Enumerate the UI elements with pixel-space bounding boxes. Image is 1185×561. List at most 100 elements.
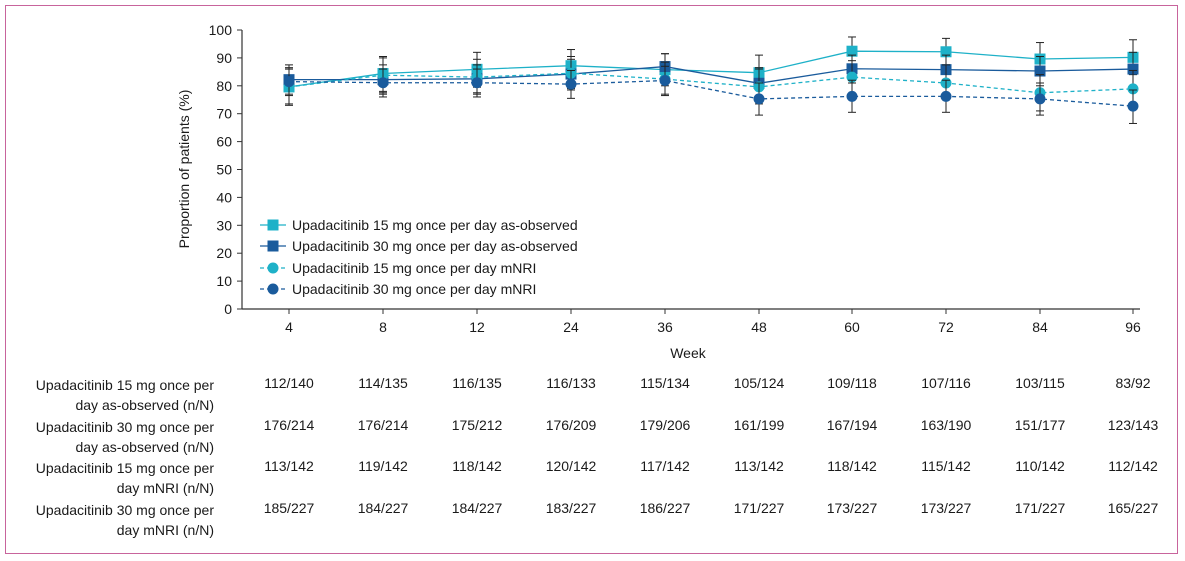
table-row-label: Upadacitinib 30 mg once per day mNRI (n/N… xyxy=(22,500,214,540)
row-label-line-2: day as-observed (n/N) xyxy=(75,439,214,455)
table-cell: 176/214 xyxy=(263,417,315,433)
row-label-line-2: day as-observed (n/N) xyxy=(75,397,214,413)
row-label-line-2: day mNRI (n/N) xyxy=(116,480,214,496)
x-tick-label: 36 xyxy=(657,319,673,335)
legend-marker xyxy=(267,219,279,231)
series-2 xyxy=(283,51,1139,99)
x-tick-label: 60 xyxy=(844,319,860,335)
table-cell: 109/118 xyxy=(827,375,877,391)
table-cell: 115/142 xyxy=(921,458,971,474)
table-cell: 113/142 xyxy=(264,458,314,474)
data-point xyxy=(753,93,765,105)
x-tick-label: 24 xyxy=(563,319,579,335)
table-cell: 179/206 xyxy=(639,417,691,433)
series-3 xyxy=(283,56,1139,112)
x-tick-label: 72 xyxy=(938,319,954,335)
y-tick-label: 20 xyxy=(216,245,232,261)
table-cell: 184/227 xyxy=(357,500,409,516)
data-point xyxy=(1034,93,1046,105)
table-cell: 116/135 xyxy=(452,375,502,391)
data-point xyxy=(283,76,295,88)
x-tick-label: 48 xyxy=(751,319,767,335)
table-cell: 83/92 xyxy=(1115,375,1151,391)
row-label-line-1: Upadacitinib 15 mg once per xyxy=(35,460,214,476)
table-cell: 176/214 xyxy=(357,417,409,433)
table-cell: 116/133 xyxy=(546,375,596,391)
series-line xyxy=(288,79,1134,107)
table-cell: 118/142 xyxy=(827,458,877,474)
table-cell: 173/227 xyxy=(826,500,878,516)
table-cell: 175/212 xyxy=(451,417,503,433)
data-point xyxy=(940,90,952,102)
figure-frame xyxy=(5,5,1178,554)
x-tick-label: 8 xyxy=(379,319,387,335)
table-cell: 103/115 xyxy=(1015,375,1065,391)
series-line xyxy=(289,65,1134,84)
table-cell: 165/227 xyxy=(1107,500,1159,516)
table-cell: 119/142 xyxy=(358,458,408,474)
table-row-label: Upadacitinib 15 mg once per day as-observ… xyxy=(22,375,214,415)
legend-label: Upadacitinib 30 mg once per day mNRI xyxy=(292,281,536,297)
data-point xyxy=(1034,65,1046,77)
legend-item: Upadacitinib 15 mg once per day as-obser… xyxy=(260,217,578,233)
y-tick-label: 100 xyxy=(209,22,233,38)
table-cell: 173/227 xyxy=(920,500,972,516)
series-line xyxy=(288,72,1134,94)
table-cell: 107/116 xyxy=(921,375,971,391)
table-cell: 163/190 xyxy=(920,417,972,433)
y-tick-label: 80 xyxy=(216,78,232,94)
row-label-line-1: Upadacitinib 15 mg once per xyxy=(35,377,214,393)
data-point xyxy=(377,77,389,89)
table-row-label: Upadacitinib 30 mg once per day as-observ… xyxy=(22,417,214,457)
x-tick-label: 4 xyxy=(285,319,293,335)
data-point xyxy=(1127,100,1139,112)
table-cell: 112/142 xyxy=(1108,458,1158,474)
y-tick-label: 30 xyxy=(216,217,232,233)
y-tick-label: 0 xyxy=(224,301,232,317)
series-layer xyxy=(283,36,1139,124)
table-cell: 110/142 xyxy=(1015,458,1065,474)
table-cell: 161/199 xyxy=(733,417,785,433)
x-axis-title: Week xyxy=(670,345,707,361)
table-cell: 118/142 xyxy=(452,458,502,474)
legend-label: Upadacitinib 15 mg once per day as-obser… xyxy=(292,217,578,233)
legend-label: Upadacitinib 30 mg once per day as-obser… xyxy=(292,238,578,254)
data-point xyxy=(1127,63,1139,75)
table-cell: 105/124 xyxy=(733,375,785,391)
legend-label: Upadacitinib 15 mg once per day mNRI xyxy=(292,260,536,276)
legend-marker xyxy=(267,283,279,295)
table-cell: 171/227 xyxy=(733,500,785,516)
legend-marker xyxy=(267,240,279,252)
table-cell: 113/142 xyxy=(734,458,784,474)
table-cell: 115/134 xyxy=(640,375,690,391)
table-cell: 114/135 xyxy=(358,375,408,391)
table-cell: 167/194 xyxy=(826,417,878,433)
legend-marker xyxy=(267,262,279,274)
table-cell: 176/209 xyxy=(545,417,597,433)
data-point xyxy=(846,90,858,102)
x-tick-label: 96 xyxy=(1125,319,1141,335)
table-cell: 183/227 xyxy=(545,500,597,516)
legend-item: Upadacitinib 30 mg once per day as-obser… xyxy=(260,238,578,254)
data-point xyxy=(471,77,483,89)
table-cell: 151/177 xyxy=(1014,417,1066,433)
table-cell: 123/143 xyxy=(1107,417,1159,433)
legend-item: Upadacitinib 15 mg once per day mNRI xyxy=(260,260,536,276)
row-label-line-1: Upadacitinib 30 mg once per xyxy=(35,419,214,435)
x-tick-label: 12 xyxy=(469,319,485,335)
table-cell: 112/140 xyxy=(264,375,314,391)
series-4 xyxy=(283,65,1139,124)
data-point xyxy=(846,45,858,57)
row-label-line-2: day mNRI (n/N) xyxy=(116,522,214,538)
y-tick-label: 40 xyxy=(216,189,232,205)
data-point xyxy=(1127,83,1139,95)
table-cell: 117/142 xyxy=(640,458,690,474)
chart-legend: Upadacitinib 15 mg once per day as-obser… xyxy=(260,217,578,297)
data-point xyxy=(565,78,577,90)
row-label-line-1: Upadacitinib 30 mg once per xyxy=(35,502,214,518)
y-axis-title: Proportion of patients (%) xyxy=(176,90,192,249)
table-cell: 184/227 xyxy=(451,500,503,516)
y-tick-label: 90 xyxy=(216,50,232,66)
